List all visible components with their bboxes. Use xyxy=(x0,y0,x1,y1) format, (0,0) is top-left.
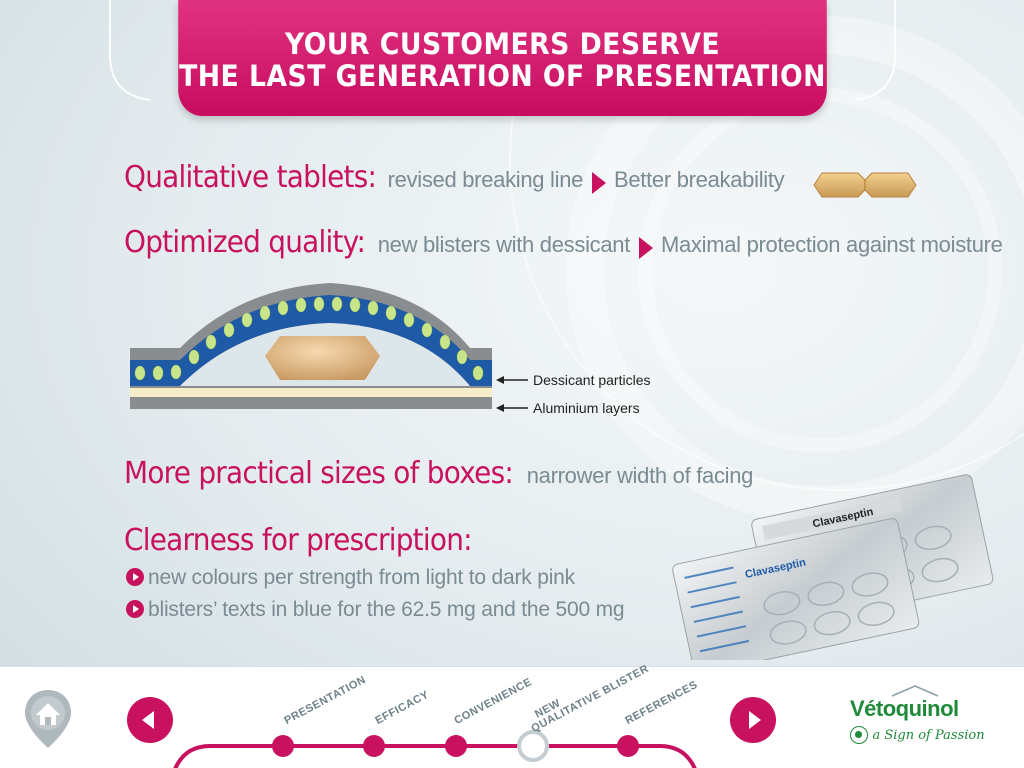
blister-diagram: Dessicant particles Aluminium layers xyxy=(130,283,651,416)
arrow-right-icon xyxy=(591,171,606,194)
bullet-text: blisters’ texts in blue for the 62.5 mg … xyxy=(148,598,625,621)
previous-button[interactable] xyxy=(127,697,173,743)
boxes-heading: More practical sizes of boxes: xyxy=(124,456,514,491)
header-title-line2: THE LAST GENERATION OF PRESENTATION xyxy=(179,59,826,93)
logo-roof-icon xyxy=(891,685,939,697)
bullet-arrow-icon xyxy=(126,568,144,586)
tablets-description: revised breaking line xyxy=(387,167,584,192)
tablets-row: Qualitative tablets: revised breaking li… xyxy=(124,160,785,195)
header-title-line1: YOUR CUSTOMERS DESERVE xyxy=(284,27,721,61)
arrow-right-icon xyxy=(638,236,653,259)
callout-aluminium: Aluminium layers xyxy=(533,400,640,416)
nav-step-dot-efficacy xyxy=(363,735,385,757)
nav-step-dot-presentation xyxy=(272,735,294,757)
prescription-bullet-2: blisters’ texts in blue for the 62.5 mg … xyxy=(126,598,625,622)
quality-heading: Optimized quality: xyxy=(124,225,366,260)
prescription-row: Clearness for prescription: xyxy=(124,523,498,558)
brand-logo: Vétoquinol a Sign of Passion xyxy=(850,685,1000,756)
quality-result: Maximal protection against moisture xyxy=(660,232,1003,257)
tablet-icon xyxy=(813,172,917,198)
tablets-heading: Qualitative tablets: xyxy=(124,160,377,195)
next-button[interactable] xyxy=(730,697,776,743)
nav-step-dot-current xyxy=(517,730,549,762)
nav-step-dot-references xyxy=(617,735,639,757)
home-icon[interactable] xyxy=(22,688,74,754)
dessicant-particles xyxy=(134,296,484,381)
callout-dessicant: Dessicant particles xyxy=(533,372,651,388)
header-banner: YOUR CUSTOMERS DESERVE THE LAST GENERATI… xyxy=(178,0,827,116)
chevron-right-icon xyxy=(749,711,761,729)
nav-track xyxy=(173,730,697,768)
chevron-left-icon xyxy=(142,711,154,729)
tablets-result: Better breakability xyxy=(614,167,785,192)
bullet-arrow-icon xyxy=(126,600,144,618)
boxes-description: narrower width of facing xyxy=(526,463,754,488)
prescription-heading: Clearness for prescription: xyxy=(124,523,473,558)
sun-emblem-icon xyxy=(850,726,868,744)
bullet-text: new colours per strength from light to d… xyxy=(148,566,575,589)
blister-pack-image: Clavaseptin Clavaseptin xyxy=(672,474,994,660)
quality-description: new blisters with dessicant xyxy=(377,232,631,257)
brand-tagline: a Sign of Passion xyxy=(872,728,985,744)
bottom-nav: PRESENTATION EFFICACY CONVENIENCE NEW QU… xyxy=(0,663,1024,768)
prescription-bullet-1: new colours per strength from light to d… xyxy=(126,566,575,590)
quality-row: Optimized quality: new blisters with des… xyxy=(124,225,1003,260)
brand-name: Vétoquinol xyxy=(850,696,959,721)
nav-step-dot-convenience xyxy=(445,735,467,757)
boxes-row: More practical sizes of boxes: narrower … xyxy=(124,456,753,491)
